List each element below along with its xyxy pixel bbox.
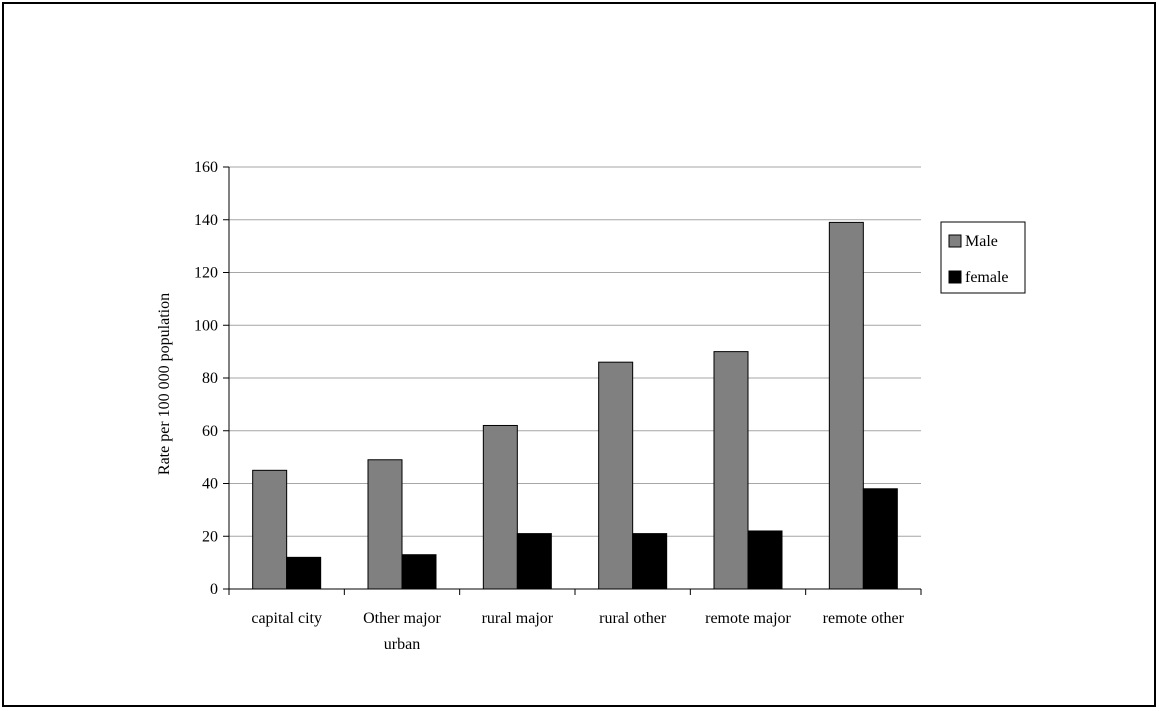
x-tick-label: remote major [705, 610, 791, 627]
x-tick-label: Other major [363, 610, 441, 627]
x-tick-labels: capital city Other major urban rural major r… [251, 610, 904, 653]
gridlines [229, 166, 921, 537]
x-tick-label: remote other [823, 610, 905, 627]
y-tick-label: 40 [202, 476, 218, 493]
axes [223, 166, 922, 595]
bar-female-5 [862, 488, 898, 590]
legend-label-female: female [965, 269, 1009, 286]
bar-female-2 [516, 533, 552, 590]
y-tick-label: 120 [194, 265, 218, 282]
y-tick-label: 160 [194, 159, 218, 176]
y-tick-label: 0 [210, 581, 218, 598]
bar-male-3 [598, 361, 634, 590]
x-tick-label: capital city [251, 610, 322, 627]
y-tick-label: 80 [202, 370, 218, 387]
y-axis-label: Rate per 100 000 population [156, 293, 173, 475]
y-tick-label: 100 [194, 317, 218, 334]
legend-swatch-female [948, 270, 962, 284]
legend-swatch-male [948, 234, 962, 248]
legend-label-male: Male [965, 233, 998, 250]
bar-male-5 [828, 221, 864, 590]
y-tick-label: 140 [194, 212, 218, 229]
bar-female-3 [632, 533, 668, 590]
bar-female-0 [286, 556, 322, 590]
y-tick-labels: 0 20 40 60 80 100 120 140 160 [194, 159, 218, 598]
x-tick-label: rural major [482, 610, 554, 627]
bar-female-4 [747, 530, 783, 590]
x-tick-label: rural other [599, 610, 667, 627]
x-tick-label: urban [384, 636, 420, 653]
y-tick-label: 60 [202, 423, 218, 440]
legend: Male female [940, 221, 1026, 294]
bars [252, 221, 898, 590]
bar-male-2 [482, 424, 518, 590]
y-tick-label: 20 [202, 528, 218, 545]
bar-male-1 [367, 459, 403, 590]
bar-male-4 [713, 351, 749, 590]
bar-male-0 [252, 469, 288, 590]
bar-female-1 [401, 554, 437, 590]
